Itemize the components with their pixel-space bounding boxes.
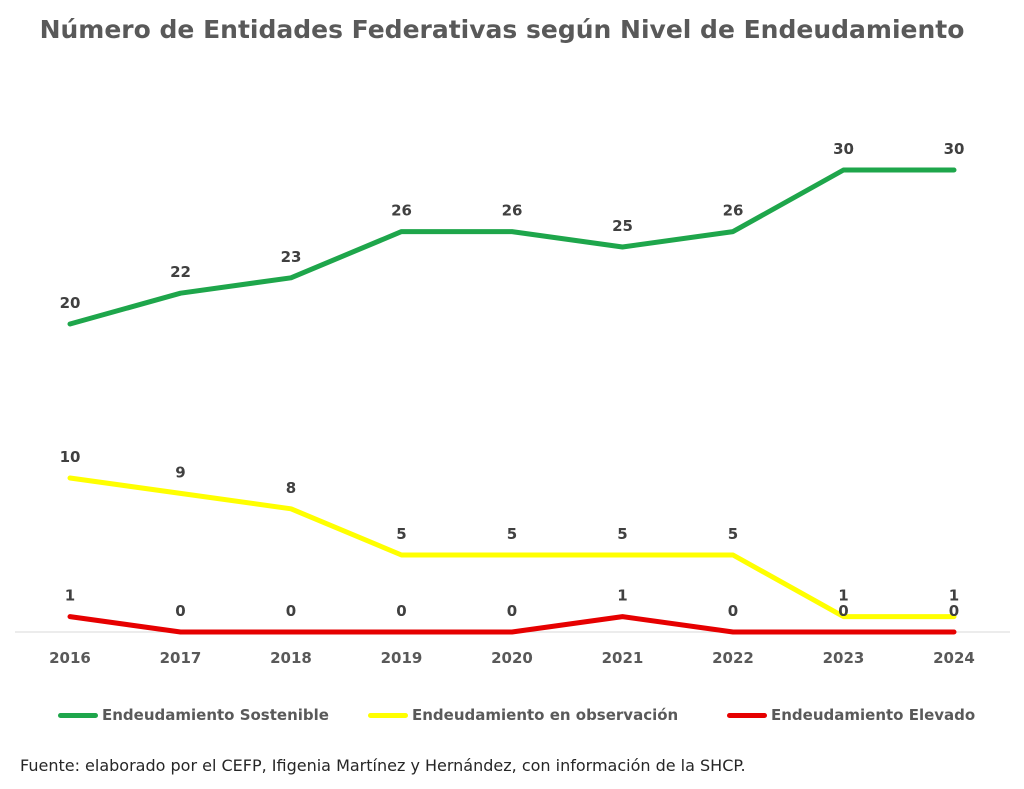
data-label: 5 bbox=[728, 525, 738, 543]
data-label: 0 bbox=[396, 602, 406, 620]
data-label: 5 bbox=[617, 525, 627, 543]
data-label: 1 bbox=[65, 587, 75, 605]
x-tick-label: 2021 bbox=[602, 649, 644, 667]
data-label: 0 bbox=[728, 602, 738, 620]
x-tick-label: 2018 bbox=[270, 649, 312, 667]
data-label: 0 bbox=[507, 602, 517, 620]
data-label: 1 bbox=[617, 587, 627, 605]
x-tick-label: 2024 bbox=[933, 649, 975, 667]
data-label: 1 bbox=[838, 587, 848, 605]
data-label: 1 bbox=[949, 587, 959, 605]
x-tick-label: 2020 bbox=[491, 649, 533, 667]
data-label: 30 bbox=[833, 140, 854, 158]
legend-swatch bbox=[727, 712, 767, 718]
data-label: 8 bbox=[286, 479, 296, 497]
data-label: 26 bbox=[391, 202, 412, 220]
data-label: 0 bbox=[286, 602, 296, 620]
legend-item: Endeudamiento Elevado bbox=[727, 706, 975, 724]
legend-item: Endeudamiento Sostenible bbox=[58, 706, 329, 724]
line-chart: 2016 2017 2018 2019 2020 2021 2022 2023 20242022… bbox=[15, 140, 1010, 667]
legend-item: Endeudamiento en observación bbox=[368, 706, 678, 724]
legend-label: Endeudamiento Sostenible bbox=[102, 706, 329, 724]
legend-label: Endeudamiento Elevado bbox=[771, 706, 976, 724]
series-line-0 bbox=[67, 167, 957, 327]
chart-title: Número de Entidades Federativas según Ni… bbox=[39, 15, 965, 44]
data-label: 30 bbox=[944, 140, 965, 158]
x-tick-label: 2023 bbox=[823, 649, 865, 667]
data-label: 10 bbox=[60, 448, 81, 466]
data-label: 26 bbox=[502, 202, 523, 220]
data-label: 5 bbox=[396, 525, 406, 543]
legend-swatch bbox=[58, 712, 98, 718]
data-label: 0 bbox=[838, 602, 848, 620]
series-line-1 bbox=[67, 475, 957, 620]
data-label: 5 bbox=[507, 525, 517, 543]
x-tick-label: 2022 bbox=[712, 649, 754, 667]
data-label: 0 bbox=[949, 602, 959, 620]
x-tick-label: 2016 bbox=[49, 649, 91, 667]
data-label: 0 bbox=[175, 602, 185, 620]
data-label: 23 bbox=[281, 248, 302, 266]
data-label: 9 bbox=[175, 463, 185, 481]
source-note: Fuente: elaborado por el CEFP, Ifigenia … bbox=[20, 756, 746, 775]
data-label: 26 bbox=[723, 202, 744, 220]
data-label: 20 bbox=[60, 294, 81, 312]
x-tick-label: 2019 bbox=[381, 649, 423, 667]
legend: Endeudamiento Sostenible Endeudamiento en… bbox=[0, 706, 1024, 728]
legend-swatch bbox=[368, 712, 408, 718]
data-label: 25 bbox=[612, 217, 633, 235]
data-label: 22 bbox=[170, 263, 191, 281]
x-tick-label: 2017 bbox=[160, 649, 202, 667]
legend-label: Endeudamiento en observación bbox=[412, 706, 679, 724]
